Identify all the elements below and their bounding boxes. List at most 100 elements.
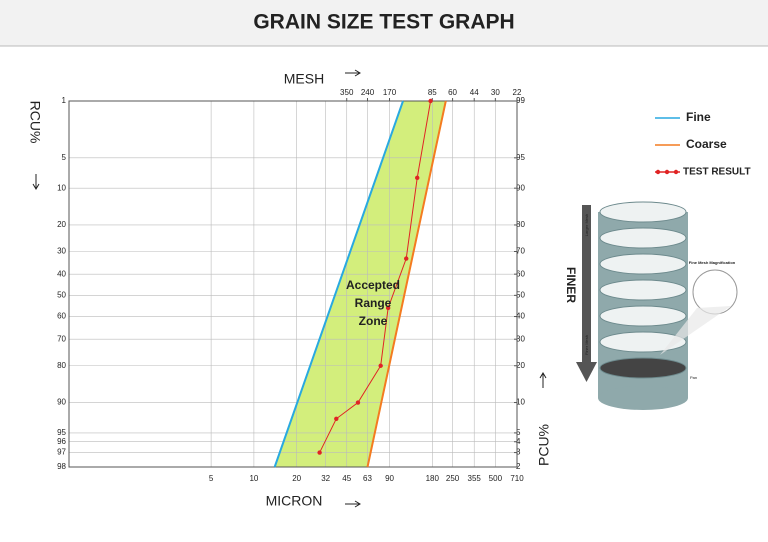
x2-tick-label: 44 (470, 88, 479, 97)
finer-mesh-label: Finer Mesh (584, 335, 589, 355)
x-tick-label: 90 (385, 474, 394, 483)
y2-tick-label: 50 (516, 290, 525, 299)
data-point (385, 305, 391, 311)
data-point (378, 363, 383, 368)
x-tick-label: 180 (426, 474, 440, 483)
y-tick-label: 10 (57, 183, 66, 192)
x-tick-label: 45 (342, 474, 351, 483)
sieve-layer (599, 331, 687, 353)
y-tick-label: 97 (57, 448, 66, 457)
legend-dot (664, 169, 670, 175)
data-point (428, 98, 433, 104)
y2-axis-label: PCU% (536, 424, 552, 466)
y2-tick-label: 70 (516, 247, 525, 256)
data-point (317, 450, 322, 455)
sieve-layer (599, 201, 687, 223)
chart-title: GRAIN SIZE TEST GRAPH (253, 11, 514, 34)
y-axis-label: RCU% (27, 101, 43, 144)
arrow (345, 69, 361, 77)
data-point (334, 416, 339, 421)
y-tick-label: 50 (57, 290, 66, 299)
y-tick-label: 80 (57, 361, 66, 370)
magnifier-beam (660, 306, 731, 355)
series-line (319, 100, 432, 453)
legend-label: TEST RESULT (683, 167, 751, 178)
y2-tick-label: 90 (516, 183, 525, 192)
y2-tick-label: 40 (516, 312, 525, 321)
y-tick-label: 60 (57, 312, 66, 321)
series-line (273, 100, 404, 468)
y2-tick-label: 5 (516, 428, 521, 437)
y2-tick-label: 60 (516, 269, 525, 278)
arrow (539, 372, 547, 388)
y2-tick-label: 80 (516, 220, 525, 229)
header-bar (0, 0, 768, 46)
y2-tick-label: 2 (516, 462, 521, 471)
x2-tick-label: 85 (428, 88, 437, 97)
legend-label: Fine (686, 110, 711, 124)
y2-tick-label: 30 (516, 334, 525, 343)
finer-arrow (582, 205, 591, 365)
sieve-layer (599, 253, 687, 275)
y-tick-label: 98 (57, 462, 66, 471)
y-tick-label: 90 (57, 398, 66, 407)
sieve-illustration: FINER Larger Mesh Finer Mesh Fine Mesh M… (564, 201, 738, 410)
legend-dot (673, 169, 679, 175)
y-tick-label: 1 (62, 96, 67, 105)
y-tick-label: 40 (57, 269, 66, 278)
x2-tick-label: 170 (383, 88, 397, 97)
legend-label: Coarse (686, 137, 727, 151)
y-tick-label: 95 (57, 428, 66, 437)
x-tick-label: 355 (468, 474, 482, 483)
y-tick-label: 20 (57, 220, 66, 229)
x2-tick-label: 60 (448, 88, 457, 97)
magnifier-label: Fine Mesh Magnification (689, 260, 736, 265)
arrow (32, 174, 40, 190)
y-tick-label: 96 (57, 437, 66, 446)
annotation: Accepted Range Zone (346, 278, 400, 328)
y2-tick-label: 10 (516, 398, 525, 407)
y2-tick-label: 95 (516, 153, 525, 162)
sieve-layer (599, 305, 687, 327)
plot-border (68, 100, 518, 468)
x2-axis-label: MESH (284, 71, 324, 87)
y2-tick-label: 20 (516, 361, 525, 370)
data-point (355, 400, 361, 405)
x-axis-label: MICRON (266, 493, 323, 509)
x2-tick-label: 240 (361, 88, 375, 97)
x2-tick-label: 30 (491, 88, 500, 97)
finer-label: FINER (564, 267, 578, 303)
x-tick-label: 63 (363, 474, 372, 483)
y-tick-label: 5 (62, 153, 67, 162)
y2-tick-label: 99 (516, 96, 525, 105)
sieve-layer (599, 357, 687, 379)
x-tick-label: 20 (292, 474, 301, 483)
finer-arrow-head (576, 362, 597, 382)
legend-dot (655, 169, 661, 175)
x-tick-label: 32 (321, 474, 330, 483)
pan-label: Pan (690, 375, 697, 380)
sieve-layer (599, 227, 687, 249)
legend: Fine Coarse TEST RESULT (655, 110, 751, 178)
y-tick-label: 70 (57, 334, 66, 343)
x-tick-label: 10 (249, 474, 258, 483)
y2-tick-label: 4 (516, 437, 521, 446)
sieve-bottom (598, 386, 688, 410)
accepted-zone (274, 101, 446, 467)
y2-tick-label: 3 (516, 448, 521, 457)
x-tick-label: 5 (209, 474, 214, 483)
x2-tick-label: 350 (340, 88, 354, 97)
plot-area: 1510203040506070809095969798999590807060… (57, 88, 525, 483)
series-line (366, 100, 447, 468)
x-tick-label: 250 (446, 474, 460, 483)
x-tick-label: 710 (510, 474, 524, 483)
data-point (404, 256, 409, 261)
y-tick-label: 30 (57, 247, 66, 256)
x2-tick-label: 22 (513, 88, 522, 97)
arrow (345, 500, 361, 508)
sieve-layer (599, 279, 687, 301)
x-tick-label: 500 (489, 474, 503, 483)
data-point (415, 175, 420, 181)
